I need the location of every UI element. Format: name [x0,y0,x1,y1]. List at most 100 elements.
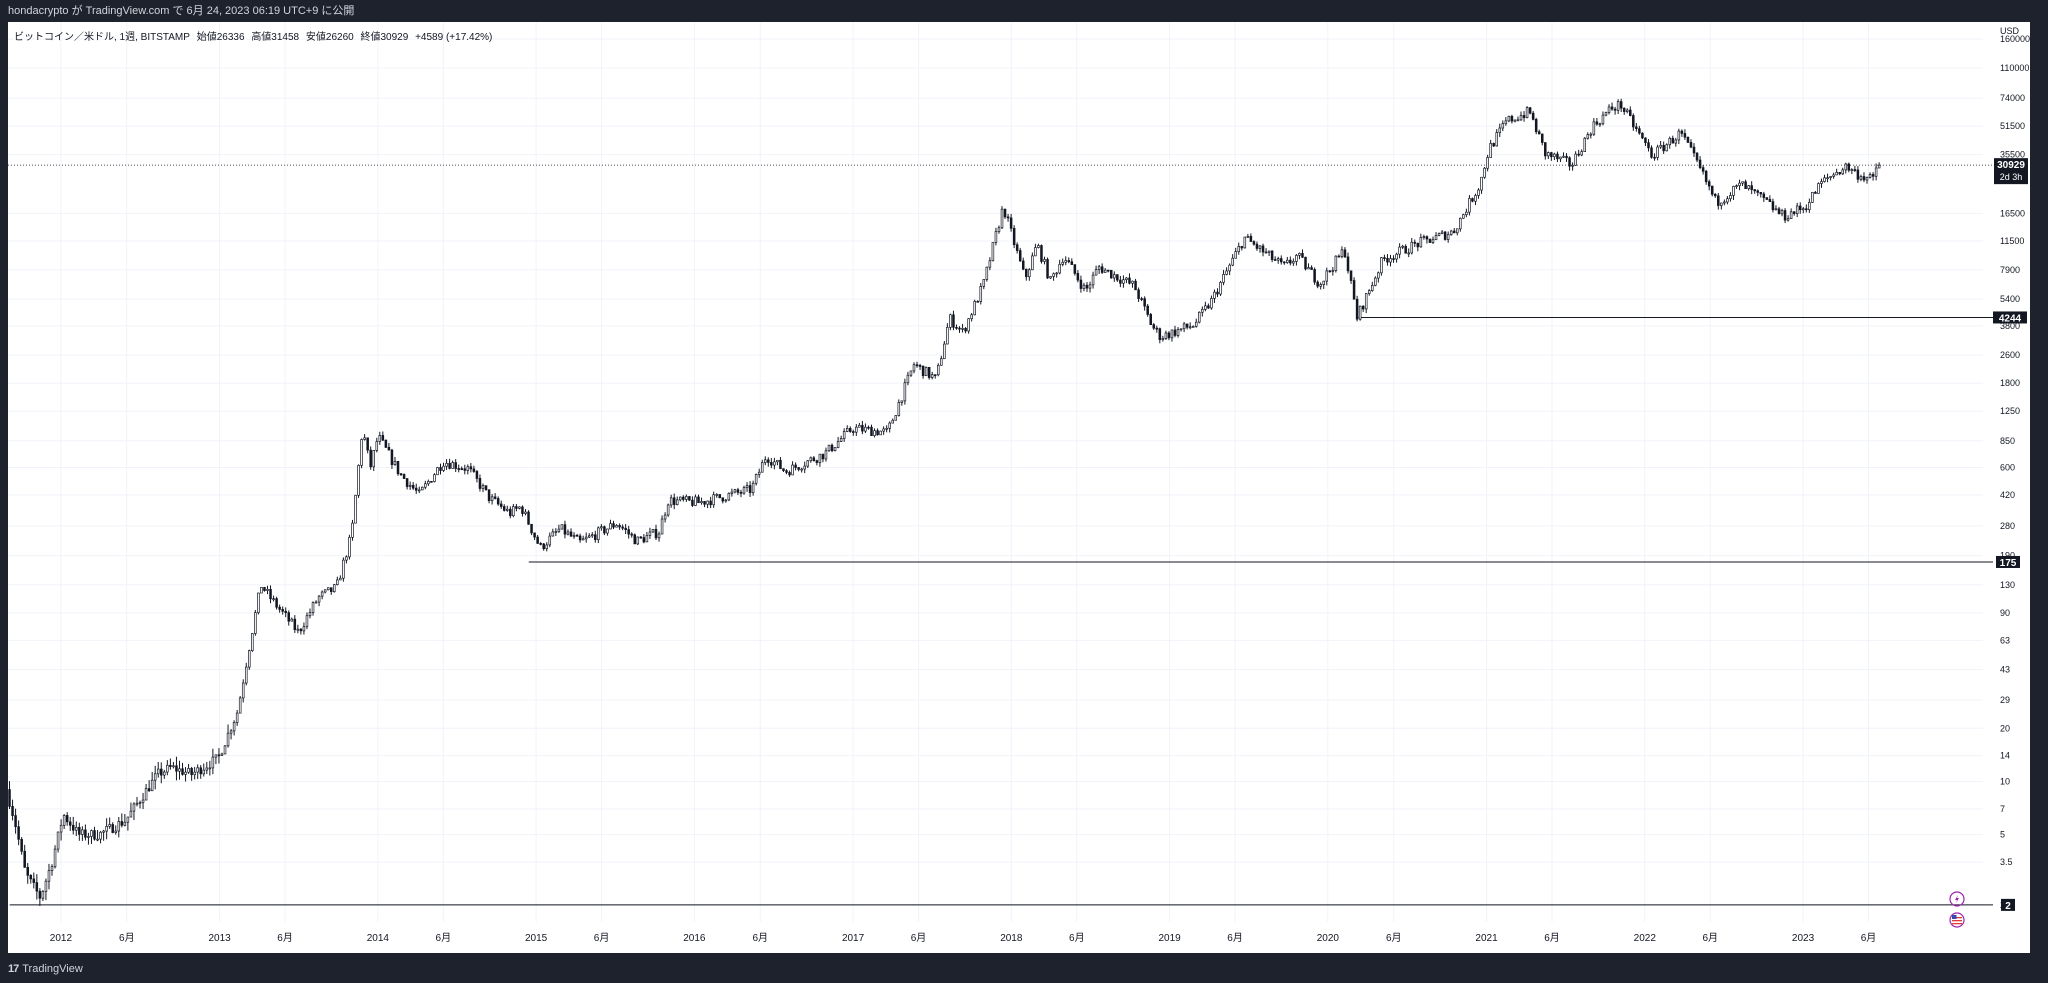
candle [839,435,843,442]
brand-name: TradingView [22,963,83,975]
candle [797,466,800,472]
candle [117,816,121,838]
candle [509,506,512,519]
y-tick-label: 35500 [2000,150,2025,160]
price-chart[interactable]: USD 160000 110000 74000 51500 35500 16500 1150… [8,22,2030,953]
candle [873,428,876,438]
candle [1528,107,1532,115]
candle [1853,165,1857,172]
candle [1191,325,1195,328]
level-tag-175: 175 [1996,555,2020,569]
candle [930,371,934,380]
tradingview-logo[interactable]: 17 TradingView [8,963,83,975]
symbol-legend[interactable]: ビットコイン／米ドル, 1週, BITSTAMP 始値26336 高値31458… [14,28,496,43]
candle [1753,189,1756,194]
candle [1367,289,1371,296]
x-tick-label: 2016 [683,933,706,944]
x-tick-label: 6月 [436,932,452,944]
candle [1844,162,1848,174]
candle [1452,228,1456,234]
candle [1228,263,1231,276]
candle [1443,230,1447,241]
candle [1668,136,1671,149]
candle [1537,129,1541,135]
candle [1173,325,1177,338]
candle [870,424,873,437]
candle [1747,184,1750,191]
candle [320,590,324,600]
candle [1792,211,1796,216]
candle [1043,256,1046,265]
time-axis[interactable]: 2012 6月 2013 6月 2014 6月 2015 6月 2016 6月 2017 6月 2018… [50,932,1877,944]
candle [1407,248,1410,258]
candle [345,555,348,564]
candle [339,575,342,581]
candle [1638,125,1641,135]
candle [408,481,412,490]
candle [1629,106,1632,117]
candle [396,460,400,476]
candle [372,449,375,471]
candle [779,457,782,470]
candle [1316,280,1319,289]
candle [205,761,209,775]
candle [885,425,888,433]
candle [1865,176,1869,184]
candle [156,762,160,778]
candle [1264,248,1268,254]
x-tick-label: 6月 [119,932,135,944]
candle [336,576,339,586]
candle [1434,232,1438,241]
candle [1644,137,1647,147]
candle [688,496,691,501]
chart-panel[interactable]: USD 160000 110000 74000 51500 35500 16500 1150… [8,22,2030,953]
candle [533,532,536,541]
candle [244,662,248,686]
candle [1346,252,1350,274]
candle [1871,172,1875,181]
candle [1732,185,1735,201]
candle [1534,117,1538,135]
candle [733,488,737,494]
candle [1683,129,1687,140]
candle [1750,181,1753,195]
candle [160,762,163,784]
y-tick-label: 600 [2000,462,2015,472]
candle [1738,179,1741,191]
candle [1422,234,1426,240]
price-axis[interactable]: USD 160000 110000 74000 51500 35500 16500 1150… [2000,26,2030,910]
us-flag-icon[interactable] [1949,912,1965,928]
candle [627,525,630,539]
candle [879,430,882,436]
candle [943,341,946,360]
candle [381,431,385,442]
candle [278,604,281,613]
candle [1859,174,1863,182]
lightning-icon[interactable] [1949,891,1965,907]
candle [1522,111,1526,122]
candle [1034,243,1037,257]
candle [776,459,779,466]
candle [1662,141,1665,154]
candle [1780,208,1784,217]
candle [1085,282,1089,292]
candle [524,509,527,516]
candle [685,494,688,502]
y-tick-label: 74000 [2000,93,2025,103]
candle [754,473,758,486]
candle [1474,193,1477,206]
candle [1170,329,1174,342]
candle [1392,255,1395,263]
candle [584,532,588,543]
candle [1562,152,1565,158]
candle [518,506,521,510]
candle [99,830,102,844]
candle [1856,166,1860,183]
candle [1328,269,1332,273]
level-value-175: 175 [2000,558,2017,569]
y-tick-label: 420 [2000,490,2015,500]
candle [469,462,473,473]
candle [1322,280,1325,289]
candle [390,448,394,469]
x-tick-label: 2022 [1634,933,1657,944]
